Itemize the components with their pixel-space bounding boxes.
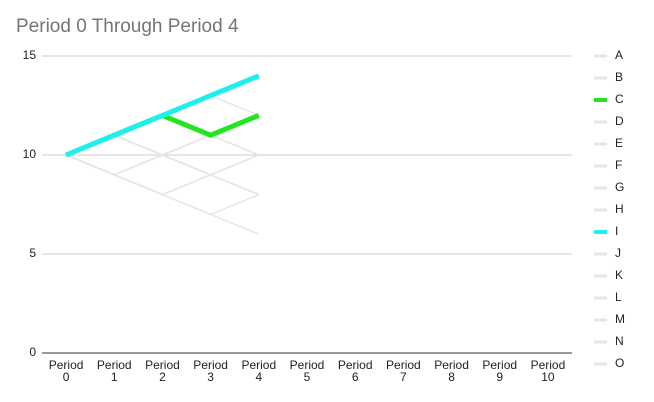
legend-label: B — [615, 70, 623, 84]
x-tick-label: Period 3 — [193, 358, 228, 384]
legend-label: I — [615, 224, 618, 238]
x-tick-label: Period 1 — [97, 358, 132, 384]
legend-label: M — [615, 312, 625, 326]
legend-label: L — [615, 290, 622, 304]
y-tick-label: 0 — [29, 345, 36, 359]
legend-label: O — [615, 356, 624, 370]
legend-label: D — [615, 114, 624, 128]
x-tick-label: Period 6 — [338, 358, 373, 384]
legend-label: A — [615, 48, 623, 62]
x-tick-label: Period 2 — [145, 358, 180, 384]
x-tick-label: Period 5 — [290, 358, 325, 384]
x-tick-label: Period 10 — [531, 358, 566, 384]
legend-label: N — [615, 334, 624, 348]
chart-title: Period 0 Through Period 4 — [16, 16, 239, 37]
y-tick-label: 5 — [29, 246, 36, 260]
legend-label: K — [615, 268, 623, 282]
y-tick-label: 10 — [23, 147, 37, 161]
series-line — [65, 73, 260, 158]
legend-label: F — [615, 158, 622, 172]
y-tick-label: 15 — [23, 48, 37, 62]
legend-label: H — [615, 202, 624, 216]
legend-label: E — [615, 136, 623, 150]
legend-label: G — [615, 180, 624, 194]
legend-label: C — [615, 92, 624, 106]
x-tick-label: Period 0 — [49, 358, 84, 384]
x-tick-label: Period 4 — [241, 358, 276, 384]
x-tick-label: Period 9 — [482, 358, 517, 384]
legend-label: J — [615, 246, 621, 260]
x-tick-label: Period 8 — [434, 358, 469, 384]
x-tick-label: Period 7 — [386, 358, 421, 384]
